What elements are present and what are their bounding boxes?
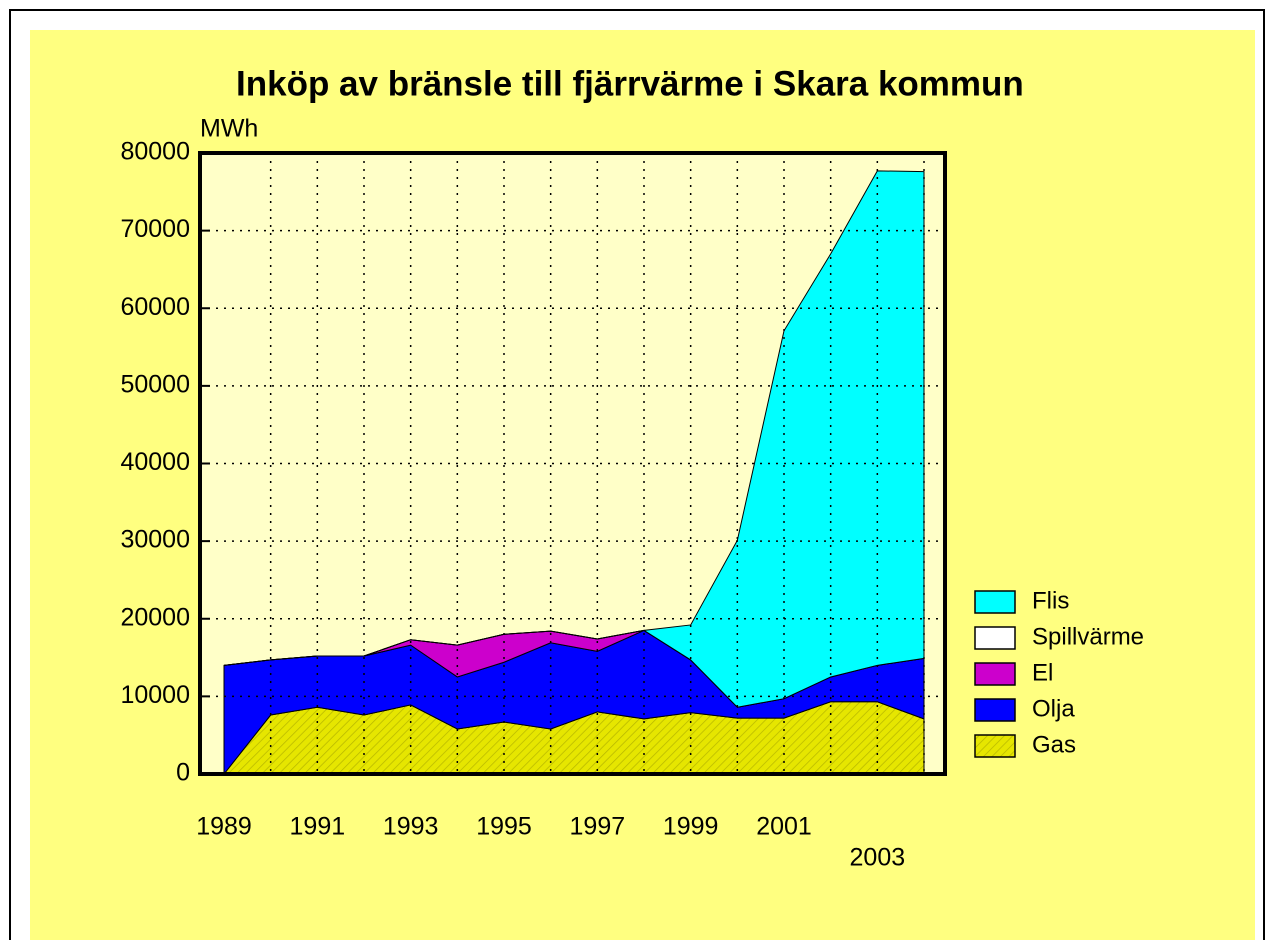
area bbox=[223, 170, 925, 708]
y-tick-label: 50000 bbox=[120, 370, 190, 398]
x-tick-label: 2001 bbox=[756, 813, 812, 841]
y-tick-label: 20000 bbox=[120, 603, 190, 631]
legend-label: Olja bbox=[1032, 695, 1075, 722]
legend-label: Gas bbox=[1032, 731, 1076, 758]
chart-title: Inköp av bränsle till fjärrvärme i Skara… bbox=[236, 64, 1024, 103]
legend-swatch bbox=[974, 626, 1016, 650]
y-axis-label: MWh bbox=[200, 115, 258, 143]
x-tick-label: 1995 bbox=[476, 813, 532, 841]
legend-swatch bbox=[974, 698, 1016, 722]
y-tick-label: 80000 bbox=[120, 138, 190, 166]
x-tick-label: 1989 bbox=[196, 813, 252, 841]
legend-label: Spillvärme bbox=[1032, 623, 1144, 650]
legend-swatch bbox=[974, 662, 1016, 686]
y-tick-label: 0 bbox=[176, 759, 190, 787]
y-tick-label: 40000 bbox=[120, 448, 190, 476]
x-tick-label: 2003 bbox=[850, 844, 906, 872]
legend-swatch bbox=[974, 590, 1016, 614]
legend-label: El bbox=[1032, 659, 1053, 686]
y-tick-label: 70000 bbox=[120, 215, 190, 243]
y-tick-label: 60000 bbox=[120, 293, 190, 321]
legend-swatch bbox=[974, 734, 1016, 758]
x-tick-label: 1993 bbox=[383, 813, 439, 841]
y-tick-label: 10000 bbox=[120, 681, 190, 709]
x-tick-label: 1991 bbox=[290, 813, 346, 841]
x-tick-label: 1999 bbox=[663, 813, 719, 841]
legend-label: Flis bbox=[1032, 587, 1069, 614]
x-tick-label: 1997 bbox=[570, 813, 626, 841]
y-tick-label: 30000 bbox=[120, 526, 190, 554]
plot-border bbox=[198, 151, 947, 776]
